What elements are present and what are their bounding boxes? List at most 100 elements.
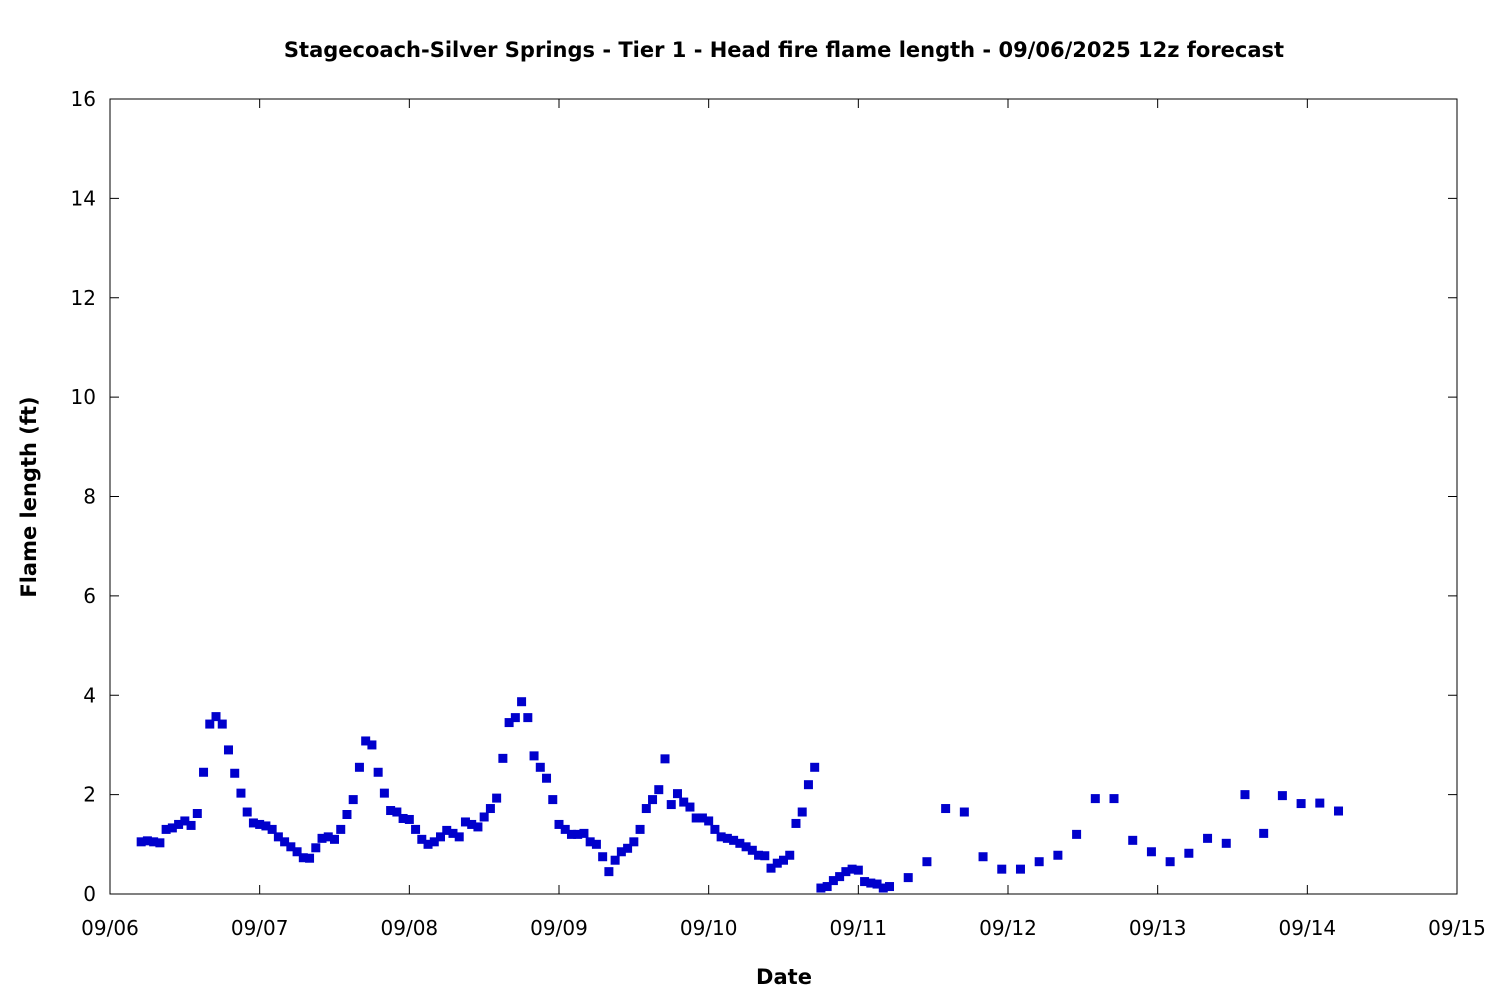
data-point [735,838,745,848]
data-point [1072,829,1082,839]
data-point [485,804,495,814]
data-point [267,824,277,834]
data-point [1015,864,1025,874]
data-point [1277,791,1287,801]
data-point [342,810,352,819]
x-tick-label: 09/10 [680,916,738,940]
data-point [853,865,863,875]
data-point [810,762,820,772]
data-point [641,804,651,814]
data-point [623,843,633,853]
data-point [542,773,552,783]
data-point [548,795,558,805]
x-tick-label: 09/08 [381,916,439,940]
y-tick-label: 4 [83,683,96,707]
x-tick-label: 09/14 [1279,916,1337,940]
data-point [616,847,626,857]
y-tick-label: 12 [71,286,96,310]
y-tick-label: 2 [83,783,96,807]
data-point [579,828,589,838]
data-point [1128,835,1138,845]
data-point [236,788,246,798]
data-point [1221,838,1231,848]
data-point [822,882,832,892]
data-point [978,852,988,862]
data-point [941,804,951,814]
data-point [392,807,402,817]
data-point [529,751,539,761]
data-point [367,740,377,750]
data-point [573,829,583,839]
data-point [860,877,870,887]
data-point [1146,847,1156,857]
x-tick-label: 09/15 [1428,916,1486,940]
data-point [280,837,290,847]
data-point [660,754,670,764]
data-point [261,821,271,831]
data-point [835,872,845,882]
y-tick-label: 0 [83,882,96,906]
data-point [223,745,233,755]
data-point [510,713,520,723]
data-point [841,867,851,877]
data-point [710,824,720,834]
data-point [255,819,265,829]
data-point [816,883,826,893]
data-point [492,793,502,803]
y-axis: 0 2 4 6 8 10 12 14 16 [71,87,1457,906]
data-point [654,785,664,795]
data-point [598,852,608,862]
data-point [1259,828,1269,838]
data-point [560,824,570,834]
data-point [803,780,813,790]
data-point [217,719,227,729]
data-point [361,736,371,746]
data-point [155,838,165,848]
data-point [473,822,483,832]
x-tick-label: 09/07 [231,916,289,940]
data-point [691,813,701,823]
data-point [467,819,477,829]
data-point [354,762,364,772]
y-tick-label: 10 [71,385,96,409]
data-point [436,832,446,842]
data-point [878,883,888,893]
data-point [292,847,302,857]
data-point [997,864,1007,874]
x-tick-label: 09/11 [830,916,888,940]
x-axis-label: Date [756,965,812,989]
data-point [785,850,795,860]
data-point [729,835,739,845]
data-point [716,832,726,842]
data-point [672,789,682,799]
data-point [922,857,932,867]
x-tick-label: 09/09 [530,916,588,940]
data-point [535,762,545,772]
data-point [317,833,327,843]
data-point [666,800,676,810]
data-point [298,853,308,863]
data-point [417,834,427,844]
data-point [648,795,658,805]
data-point [1109,794,1119,804]
data-point [1315,798,1325,808]
data-point [498,753,508,763]
data-point [242,807,252,817]
data-point [442,825,452,835]
data-point [959,807,969,817]
data-point [460,817,470,827]
data-point [797,807,807,817]
data-point [199,767,209,777]
data-point [885,882,895,892]
data-point [685,802,695,812]
data-point [311,843,321,853]
data-point [174,819,184,829]
data-point [566,829,576,839]
data-point [1296,799,1306,809]
data-point [1240,790,1250,800]
data-point [142,836,152,846]
data-point [167,823,177,833]
data-point [847,864,857,874]
data-points [136,697,1344,893]
